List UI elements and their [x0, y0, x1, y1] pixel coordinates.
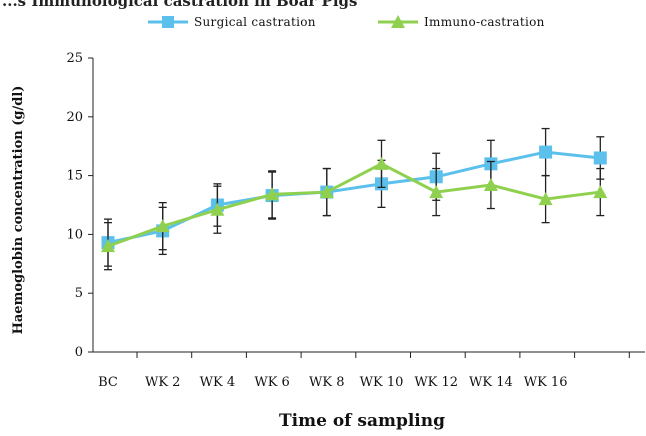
series-immuno-castration [101, 139, 608, 271]
legend-label-immuno-castration: Immuno-castration [424, 15, 545, 29]
x-tick-label: BC [98, 375, 118, 390]
data-point-triangle [155, 219, 170, 233]
data-point-triangle [265, 187, 280, 201]
y-tick-label: 25 [66, 51, 83, 66]
series-layer [101, 127, 608, 271]
x-ticks: BC WK 2 WK 4 WK 6 WK 8 WK 10 WK 12 WK 14 WK 16 [98, 352, 630, 390]
series-line [107, 162, 601, 248]
y-tick-label: 5 [75, 286, 83, 301]
data-point-triangle [101, 239, 115, 253]
data-point-triangle [210, 202, 225, 216]
legend-item-surgical-castration: Surgical castration [148, 15, 316, 29]
series-surgical-castration [101, 127, 607, 267]
x-tick-label: WK 6 [254, 375, 289, 390]
x-tick-label: WK 16 [524, 375, 568, 390]
data-point-square [539, 145, 553, 159]
data-point-triangle [319, 185, 334, 199]
data-point-triangle [593, 185, 608, 199]
x-tick-label: WK 2 [145, 375, 180, 390]
y-ticks: 0 5 10 15 20 25 [66, 51, 93, 360]
legend: Surgical castration Immuno-castration [148, 15, 545, 29]
y-tick-label: 15 [66, 169, 83, 184]
chart-title: ...s Immunological castration in Boar Pi… [2, 0, 357, 10]
x-tick-label: WK 14 [469, 375, 513, 390]
x-axis-title: Time of sampling [279, 411, 445, 431]
legend-marker-square-icon [162, 16, 174, 28]
y-tick-label: 20 [66, 110, 83, 125]
x-tick-label: WK 8 [309, 375, 344, 390]
x-tick-label: WK 12 [414, 375, 458, 390]
x-tick-label: WK 10 [360, 375, 404, 390]
data-point-square [593, 151, 607, 165]
y-tick-label: 0 [75, 345, 83, 360]
legend-marker-triangle-icon [391, 15, 405, 28]
legend-item-immuno-castration: Immuno-castration [378, 15, 545, 29]
data-point-triangle [483, 178, 498, 192]
data-point-triangle [538, 192, 553, 206]
data-point-triangle [374, 156, 389, 170]
y-tick-label: 10 [66, 227, 83, 242]
y-axis-title: Haemoglobin concentration (g/dl) [11, 86, 26, 335]
series-line [107, 150, 601, 245]
data-point-triangle [429, 185, 444, 199]
x-tick-label: WK 4 [200, 375, 235, 390]
legend-label-surgical-castration: Surgical castration [194, 15, 316, 29]
